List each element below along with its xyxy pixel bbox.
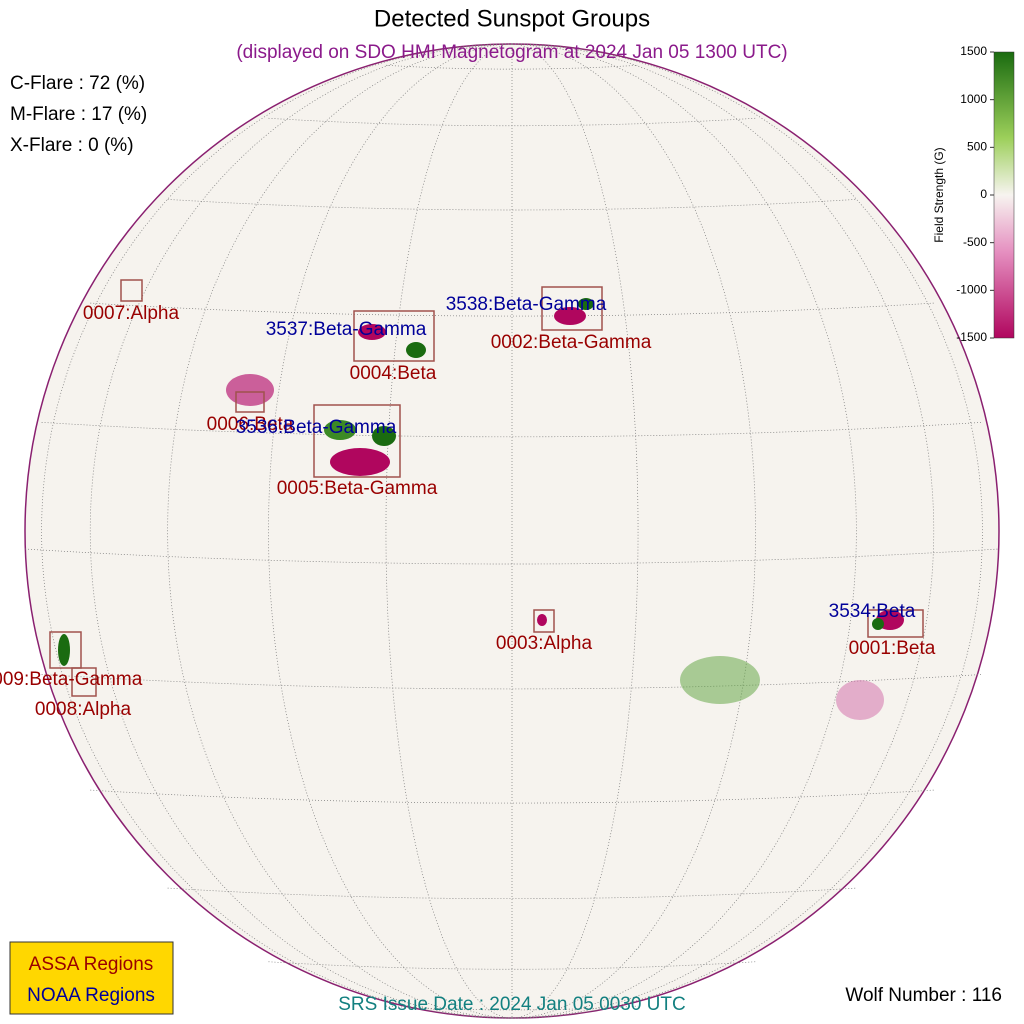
magnetic-features bbox=[58, 298, 904, 720]
issue-date: SRS Issue Date : 2024 Jan 05 0030 UTC bbox=[338, 994, 685, 1015]
parallel bbox=[268, 117, 756, 127]
region-box bbox=[235, 391, 265, 413]
region-label: 0004:Beta bbox=[350, 363, 437, 384]
region-label: 0001:Beta bbox=[849, 638, 936, 659]
region-label: 0002:Beta-Gamma bbox=[491, 332, 652, 353]
meridian bbox=[511, 43, 857, 1019]
flare-probability: C-Flare : 72 (%) bbox=[10, 73, 145, 94]
flare-probability: M-Flare : 17 (%) bbox=[10, 104, 147, 125]
region-label: 0008:Alpha bbox=[35, 699, 132, 720]
legend-box bbox=[9, 941, 174, 1015]
colorbar-tick-label: 1500 bbox=[960, 44, 987, 58]
coordinate-grid bbox=[24, 43, 1000, 1019]
region-box bbox=[353, 310, 435, 362]
subtitle: (displayed on SDO HMI Magnetogram at 202… bbox=[236, 42, 787, 63]
legend-entry: ASSA Regions bbox=[29, 954, 154, 975]
flare-probability: X-Flare : 0 (%) bbox=[10, 135, 134, 156]
region-label: 0003:Alpha bbox=[496, 633, 593, 654]
meridian bbox=[167, 43, 513, 1019]
parallel bbox=[167, 199, 857, 211]
meridian bbox=[511, 43, 935, 1019]
colorbar-tick-label: 500 bbox=[967, 140, 987, 154]
parallel bbox=[385, 1005, 639, 1011]
colorbar-tick-label: -500 bbox=[963, 235, 987, 249]
title: Detected Sunspot Groups bbox=[374, 5, 650, 32]
region-label: 0006:Beta bbox=[207, 414, 294, 435]
region-label: 3536:Beta-Gamma bbox=[236, 417, 397, 438]
colorbar-tick-label: 0 bbox=[980, 187, 987, 201]
legend-entry: NOAA Regions bbox=[27, 985, 155, 1006]
colorbar-tick-label: -1000 bbox=[956, 283, 987, 297]
region-label: 3538:Beta-Gamma bbox=[446, 294, 607, 315]
region-box bbox=[49, 631, 82, 669]
region-label: 0005:Beta-Gamma bbox=[277, 478, 438, 499]
region-labels: 0007:Alpha 3537:Beta-Gamma 0004:Beta 353… bbox=[0, 294, 936, 720]
region-label: 0007:Alpha bbox=[83, 303, 180, 324]
meridian bbox=[268, 43, 513, 1019]
colorbar-tick-label: 1000 bbox=[960, 92, 987, 106]
parallel bbox=[41, 674, 983, 690]
colorbar bbox=[993, 51, 1015, 339]
region-box bbox=[71, 667, 97, 697]
region-box bbox=[120, 279, 143, 302]
colorbar-ticks: 1500 1000 500 0 -500 -1000 -1500 bbox=[956, 44, 994, 344]
parallel bbox=[268, 961, 756, 970]
region-boxes bbox=[49, 279, 924, 697]
region-box bbox=[313, 404, 401, 478]
region-label: 3534:Beta bbox=[829, 601, 916, 622]
region-box bbox=[541, 286, 603, 331]
parallel bbox=[41, 421, 983, 438]
meridian bbox=[89, 43, 513, 1019]
region-label: 3537:Beta-Gamma bbox=[266, 319, 427, 340]
wolf-number: Wolf Number : 116 bbox=[845, 985, 1002, 1006]
colorbar-tick-label: -1500 bbox=[956, 330, 987, 344]
colorbar-label: Field Strength (G) bbox=[932, 147, 946, 242]
parallel bbox=[385, 64, 639, 70]
meridian bbox=[511, 43, 756, 1019]
region-box bbox=[867, 609, 924, 638]
region-box bbox=[533, 609, 555, 633]
parallel bbox=[167, 887, 857, 900]
region-label: 0009:Beta-Gamma bbox=[0, 669, 143, 690]
